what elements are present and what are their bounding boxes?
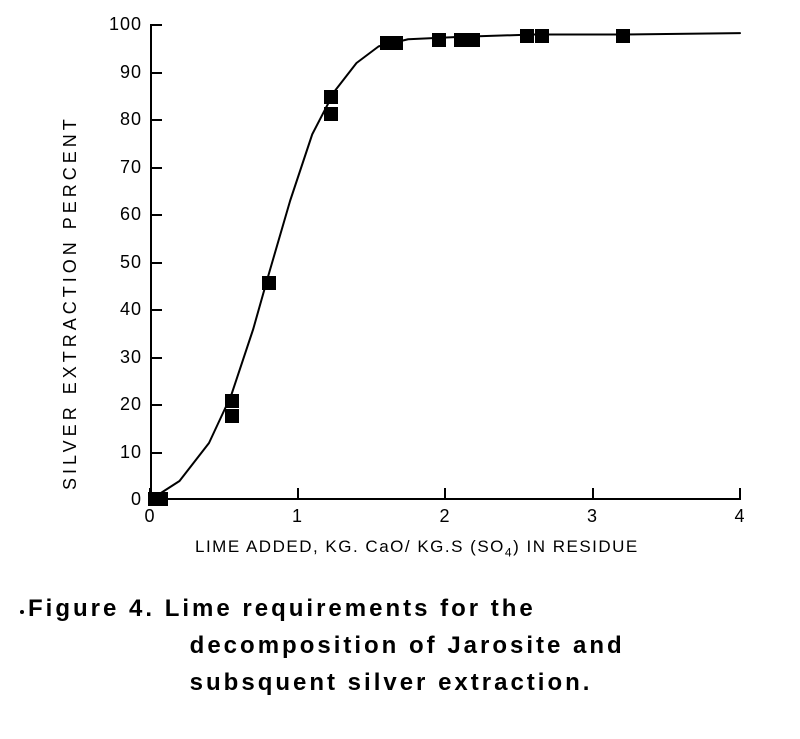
figure: 010203040506070809010001234 SILVER EXTRA… (0, 0, 800, 739)
y-tick-label: 100 (92, 14, 142, 35)
caption-line-2: decomposition of Jarosite and (190, 632, 625, 659)
caption-leading-dot (20, 610, 24, 614)
figure-caption: Figure 4. Lime requirements for the deco… (28, 590, 768, 702)
fit-curve (150, 25, 740, 500)
data-marker (520, 29, 534, 43)
data-marker (324, 90, 338, 104)
y-tick-label: 10 (92, 442, 142, 463)
data-marker (225, 394, 239, 408)
y-tick-label: 20 (92, 394, 142, 415)
x-tick-label: 0 (130, 506, 170, 527)
x-tick-label: 4 (720, 506, 760, 527)
y-tick-label: 30 (92, 347, 142, 368)
y-tick-label: 60 (92, 204, 142, 225)
y-tick-label: 50 (92, 252, 142, 273)
data-marker (262, 276, 276, 290)
y-tick-label: 70 (92, 157, 142, 178)
data-marker (389, 36, 403, 50)
x-tick-label: 3 (573, 506, 613, 527)
x-tick-label: 2 (425, 506, 465, 527)
data-marker (324, 107, 338, 121)
data-marker (466, 33, 480, 47)
data-marker (616, 29, 630, 43)
y-tick-label: 80 (92, 109, 142, 130)
x-axis-title: LIME ADDED, KG. CaO/ KG.S (SO4) IN RESID… (195, 537, 639, 559)
y-tick-label: 40 (92, 299, 142, 320)
caption-line-3: subsquent silver extraction. (190, 669, 593, 696)
data-marker (225, 409, 239, 423)
data-marker (154, 492, 168, 506)
plot-area: 010203040506070809010001234 (150, 25, 740, 500)
caption-label: Figure 4. (28, 595, 155, 622)
data-marker (432, 33, 446, 47)
x-tick-label: 1 (278, 506, 318, 527)
y-axis-title: SILVER EXTRACTION PERCENT (60, 115, 81, 490)
caption-line-1: Lime requirements for the (165, 595, 536, 622)
data-marker (535, 29, 549, 43)
y-tick-label: 90 (92, 62, 142, 83)
